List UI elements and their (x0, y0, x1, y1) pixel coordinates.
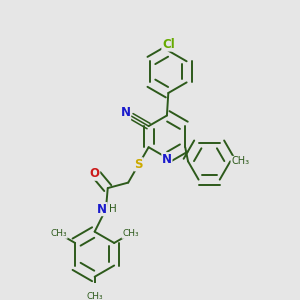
Text: N: N (162, 153, 172, 166)
Text: CH₃: CH₃ (122, 229, 139, 238)
Text: C: C (122, 108, 130, 121)
Text: N: N (97, 202, 107, 216)
Text: CH₃: CH₃ (86, 292, 103, 300)
Text: S: S (134, 158, 143, 171)
Text: Cl: Cl (162, 38, 175, 51)
Text: H: H (109, 204, 117, 214)
Text: CH₃: CH₃ (51, 229, 67, 238)
Text: O: O (90, 167, 100, 180)
Text: CH₃: CH₃ (231, 156, 249, 166)
Text: N: N (120, 106, 130, 119)
